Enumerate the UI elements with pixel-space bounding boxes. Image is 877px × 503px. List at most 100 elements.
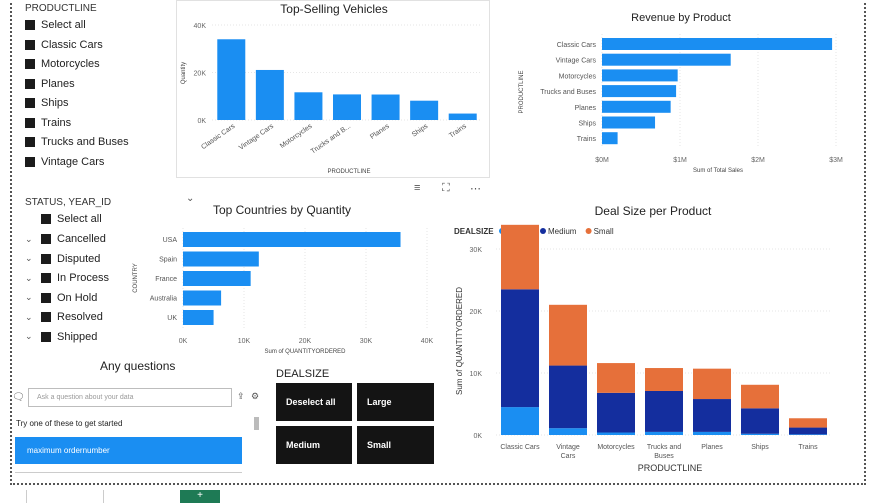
checkbox-icon[interactable] (25, 117, 35, 128)
productline-item-label: Ships (41, 97, 69, 109)
y-tick-label: 10K (470, 371, 483, 378)
page-tab-divider (103, 490, 104, 503)
chat-icon: 🗨 (12, 392, 25, 403)
scrollbar-thumb[interactable] (254, 417, 259, 430)
checkbox-icon[interactable] (25, 78, 35, 89)
checkbox-icon[interactable] (25, 98, 35, 108)
bar-segment (645, 368, 683, 391)
status-item-label: On Hold (57, 291, 98, 304)
small-button[interactable]: Small (357, 426, 434, 464)
x-axis-label: PRODUCTLINE (327, 169, 370, 175)
productline-item[interactable]: Motorcycles (25, 57, 100, 71)
y-tick-label: 0K (197, 118, 206, 125)
share-icon[interactable]: ⇪ (237, 391, 245, 401)
productline-item[interactable]: Classic Cars (25, 38, 103, 52)
y-tick-label: Ships (578, 121, 596, 128)
revenue-by-product-chart: Revenue by Product $0M $1M $2M $3M Classic Ca… (519, 12, 843, 174)
add-page-icon[interactable]: + (180, 490, 220, 503)
productline-item[interactable]: Select all (25, 18, 86, 32)
productline-item[interactable]: Trains (25, 116, 71, 130)
top-countries-chart: Top Countries by Quantity 0K 10K 20K 30K 40K U… (133, 203, 434, 355)
status-item[interactable]: ⌄ On Hold (25, 291, 97, 305)
bar-segment (741, 408, 779, 434)
status-item[interactable]: ⌄ Cancelled (25, 232, 106, 246)
checkbox-icon[interactable] (25, 59, 35, 69)
chevron-down-icon[interactable]: ⌄ (25, 292, 33, 302)
checkbox-icon[interactable] (41, 273, 51, 283)
status-item[interactable]: ⌄ Resolved (25, 310, 103, 324)
bar-segment (789, 434, 827, 435)
checkbox-icon[interactable] (25, 20, 35, 30)
x-tick-label: $0M (595, 157, 609, 164)
x-tick-label: Classic Cars (200, 123, 237, 152)
y-tick-label: 0K (473, 433, 482, 440)
x-tick-label: 30K (360, 338, 373, 345)
chevron-down-icon[interactable]: ⌄ (25, 233, 33, 244)
chevron-down-icon[interactable]: ⌄ (25, 311, 33, 322)
x-tick-label: Planes (701, 444, 723, 451)
productline-item[interactable]: Trucks and Buses (25, 135, 129, 149)
chart-title: Revenue by Product (631, 12, 731, 24)
page-tab-divider (26, 490, 27, 503)
productline-item-label: Motorcycles (41, 58, 100, 70)
status-item[interactable]: ⌄ Shipped (25, 330, 97, 344)
y-tick-label: Classic Cars (557, 42, 597, 49)
bar (602, 132, 618, 145)
x-axis-label: Sum of QUANTITYORDERED (264, 349, 346, 355)
deselect-all-button[interactable]: Deselect all (276, 383, 352, 421)
large-button[interactable]: Large (357, 383, 434, 421)
checkbox-icon[interactable] (25, 156, 35, 167)
x-tick-label: 20K (299, 338, 312, 345)
productline-item-label: Trucks and Buses (41, 136, 129, 148)
productline-item[interactable]: Ships (25, 96, 69, 110)
x-tick-label: Trucks and (647, 444, 681, 451)
gear-icon[interactable]: ⚙ (251, 391, 260, 401)
checkbox-icon[interactable] (25, 137, 35, 147)
y-axis-label: Quantity (181, 62, 187, 84)
status-item[interactable]: ⌄ In Process (25, 271, 109, 285)
x-axis-label: Sum of Total Sales (693, 168, 743, 174)
checkbox-icon[interactable] (41, 292, 51, 303)
checkbox-icon[interactable] (25, 39, 35, 50)
bar (217, 39, 246, 121)
checkbox-icon[interactable] (41, 253, 51, 264)
x-tick-label: $3M (829, 157, 843, 164)
qa-input[interactable]: Ask a question about your data (28, 388, 232, 407)
medium-button[interactable]: Medium (276, 426, 352, 464)
status-item-label: Resolved (57, 311, 103, 323)
top-selling-vehicles-visual[interactable]: Top-Selling Vehicles 0K 20K 40K Quantity Clas… (176, 0, 490, 178)
focus-mode-icon[interactable]: ⛶ (442, 182, 450, 194)
checkbox-icon[interactable] (41, 234, 51, 244)
status-item-label: Cancelled (57, 233, 106, 245)
y-tick-label: Spain (159, 257, 177, 264)
checkbox-icon[interactable] (41, 214, 51, 224)
chevron-down-icon[interactable]: ⌄ (186, 193, 195, 204)
chevron-down-icon[interactable]: ⌄ (25, 253, 33, 263)
legend-marker (585, 228, 592, 234)
x-tick-label: Planes (369, 123, 391, 141)
checkbox-icon[interactable] (41, 312, 51, 322)
productline-item[interactable]: Planes (25, 77, 75, 91)
y-tick-label: UK (167, 315, 177, 322)
chevron-down-icon[interactable]: ⌄ (25, 272, 33, 283)
x-tick-label: Cars (561, 453, 576, 460)
y-tick-label: 30K (470, 247, 483, 254)
status-select-all[interactable]: Select all (41, 212, 102, 226)
deal-size-chart: Deal Size per ProductDEALSIZELargeMedium… (454, 204, 832, 473)
x-tick-label: Trains (798, 444, 818, 451)
status-item-label: In Process (57, 272, 109, 284)
chart-title: Top Countries by Quantity (213, 203, 351, 217)
bar (602, 38, 833, 50)
qa-suggestion-button[interactable]: maximum ordernumber (15, 437, 242, 464)
bar (602, 69, 678, 82)
checkbox-icon[interactable] (41, 331, 51, 342)
status-item[interactable]: ⌄ Disputed (25, 252, 100, 266)
more-options-icon[interactable]: ⋯ (470, 183, 481, 195)
productline-item[interactable]: Vintage Cars (25, 155, 104, 169)
chevron-down-icon[interactable]: ⌄ (25, 331, 33, 341)
y-axis-label: COUNTRY (133, 263, 139, 293)
x-tick-label: Ships (411, 123, 430, 139)
bar (183, 232, 401, 247)
filter-icon[interactable]: ≡ (414, 182, 421, 194)
x-tick-label: $2M (751, 157, 765, 164)
